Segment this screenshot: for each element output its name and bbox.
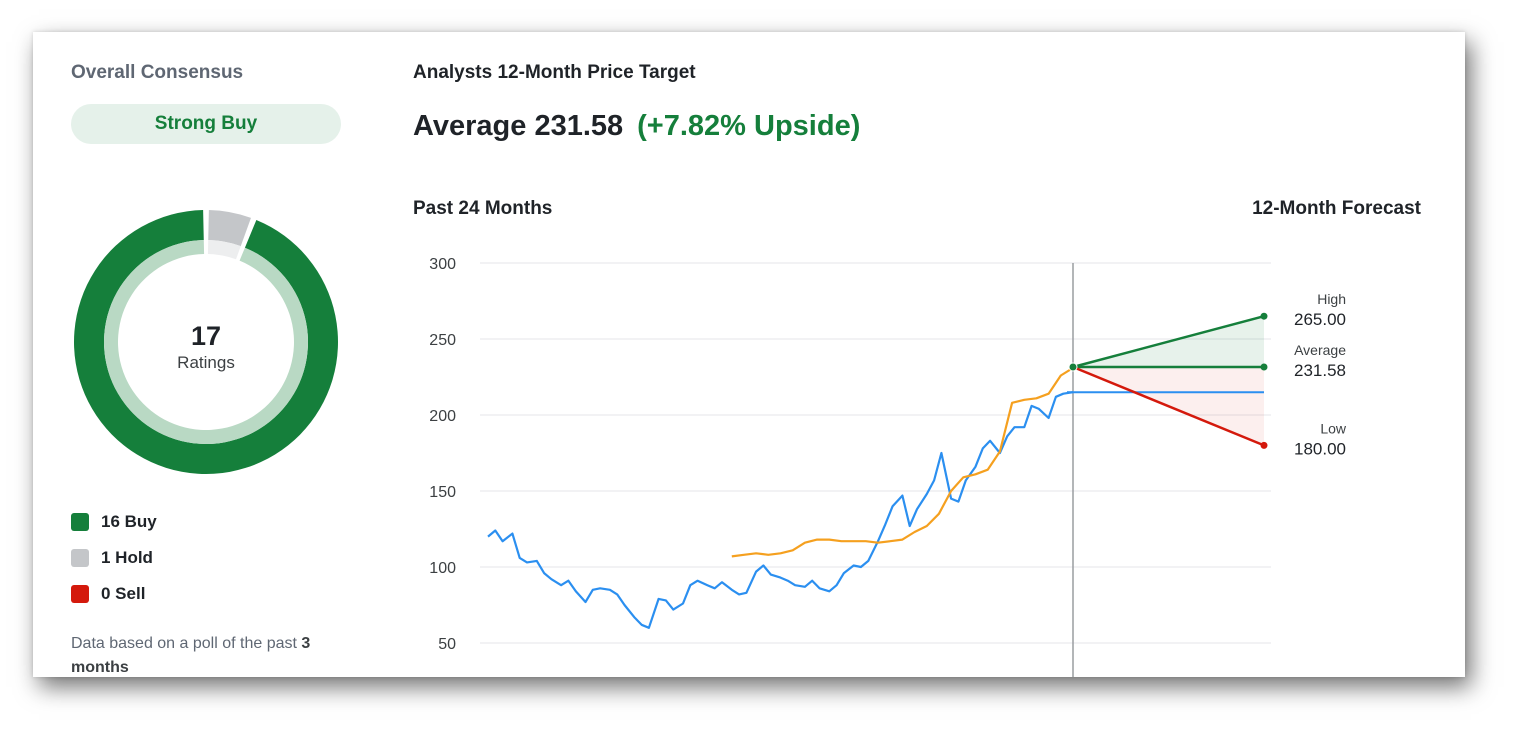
poll-note: Data based on a poll of the past 3 month… <box>71 632 331 677</box>
poll-note-text: Data based on a poll of the past <box>71 635 302 652</box>
past-24-months-label: Past 24 Months <box>413 198 553 219</box>
y-tick-label: 300 <box>429 256 456 273</box>
legend-buy: 16 Buy <box>71 512 157 532</box>
price-target-card: Overall Consensus Strong Buy 17 Ratings … <box>33 32 1465 677</box>
forecast-label-average: Average <box>1294 342 1346 358</box>
buy-swatch <box>71 513 89 531</box>
y-tick-label: 250 <box>429 332 456 349</box>
y-tick-label: 150 <box>429 484 456 501</box>
forecast-value-high: 265.00 <box>1294 310 1346 329</box>
forecast-label-high: High <box>1317 291 1346 307</box>
forecast-label: 12-Month Forecast <box>1252 198 1421 219</box>
price-chart: 300 250 200 150 100 50 High 265.00 Average 231.58… <box>429 256 1347 677</box>
legend-sell: 0 Sell <box>71 584 145 604</box>
consensus-title: Overall Consensus <box>71 62 244 83</box>
forecast-point-average <box>1260 363 1268 371</box>
forecast-label-low: Low <box>1320 420 1347 436</box>
forecast-line-low <box>1072 365 1265 447</box>
legend-hold-label: 1 Hold <box>101 548 153 567</box>
y-tick-label: 50 <box>438 636 456 653</box>
sell-swatch <box>71 585 89 603</box>
donut-outer-segment-hold <box>208 210 251 247</box>
price-target-title: Analysts 12-Month Price Target <box>413 62 696 83</box>
upside-percent: (+7.82% Upside) <box>637 110 861 142</box>
donut-inner-segment-hold <box>207 240 241 260</box>
stock-price-line <box>487 391 1074 629</box>
y-tick-label: 200 <box>429 408 456 425</box>
legend-buy-label: 16 Buy <box>101 512 157 531</box>
ratings-label: Ratings <box>177 353 235 372</box>
consensus-rating-badge: Strong Buy <box>71 104 341 144</box>
average-target-history-line <box>731 366 1074 558</box>
forecast-value-average: 231.58 <box>1294 361 1346 380</box>
forecast-point-low <box>1260 441 1268 449</box>
forecast-point-high <box>1260 312 1268 320</box>
forecast-start-point <box>1068 362 1078 372</box>
y-tick-label: 100 <box>429 560 456 577</box>
ratings-donut-chart: 17 Ratings <box>74 210 338 474</box>
hold-swatch <box>71 549 89 567</box>
average-value: Average 231.58 <box>413 110 624 142</box>
forecast-value-low: 180.00 <box>1294 439 1346 458</box>
total-ratings-count: 17 <box>191 321 221 351</box>
poll-period: 3 months <box>71 635 311 676</box>
average-price-target: Average 231.58 (+7.82% Upside) <box>413 110 860 143</box>
legend-sell-label: 0 Sell <box>101 584 146 603</box>
legend-hold: 1 Hold <box>71 548 153 568</box>
forecast-line-high <box>1072 314 1265 369</box>
